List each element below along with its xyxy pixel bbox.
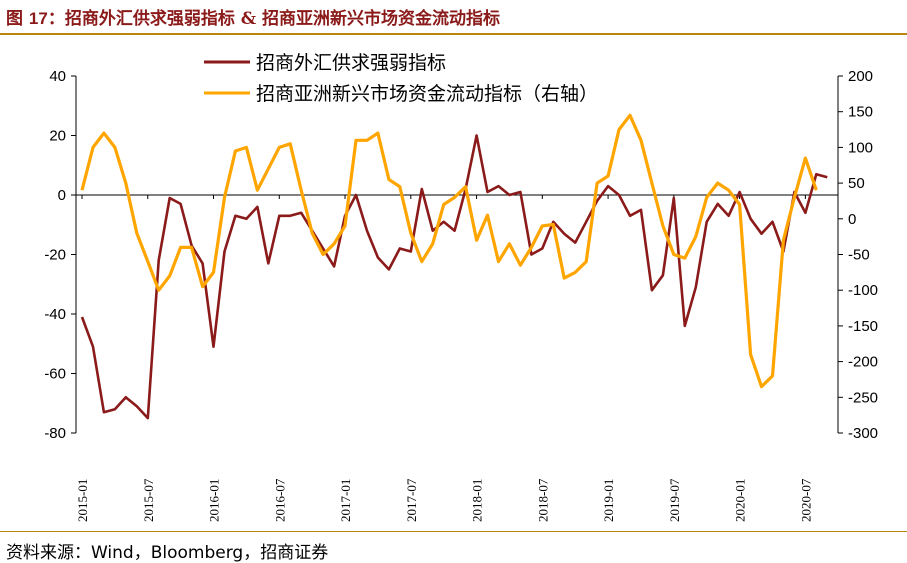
legend-label: 招商外汇供求强弱指标 — [256, 52, 446, 74]
x-tick-label: 2018-01 — [470, 479, 485, 522]
right-tick-label: -300 — [848, 425, 878, 442]
right-tick-label: -50 — [848, 247, 870, 264]
x-tick-label: 2016-01 — [207, 479, 222, 522]
title-prefix: 图 — [6, 9, 29, 29]
right-tick-label: -200 — [848, 354, 878, 371]
left-tick-label: 40 — [49, 68, 66, 85]
figure-title: 图 17：招商外汇供求强弱指标 & 招商亚洲新兴市场资金流动指标 — [6, 4, 500, 29]
x-tick-label: 2020-01 — [733, 479, 748, 522]
series-line-fx-supply-demand — [80, 134, 828, 420]
right-tick-label: 0 — [848, 211, 856, 228]
x-tick-label: 2019-07 — [667, 478, 682, 522]
left-tick-label: 0 — [58, 187, 66, 204]
x-tick-label: 2015-07 — [141, 478, 156, 522]
x-tick-label: 2017-01 — [338, 479, 353, 522]
legend-label: 招商亚洲新兴市场资金流动指标（右轴） — [256, 83, 598, 105]
left-tick-label: -80 — [44, 425, 66, 442]
right-tick-label: 100 — [848, 139, 873, 156]
right-tick-label: -250 — [848, 389, 878, 406]
footer-rule — [0, 531, 907, 532]
source-note: 资料来源：Wind，Bloomberg，招商证券 — [6, 543, 329, 563]
title-rule — [0, 33, 907, 35]
chart-series — [80, 113, 828, 420]
x-tick-label: 2020-07 — [798, 478, 813, 522]
right-tick-label: 50 — [848, 175, 865, 192]
title-text: ：招商外汇供求强弱指标 & 招商亚洲新兴市场资金流动指标 — [47, 9, 501, 29]
x-tick-label: 2018-07 — [535, 478, 550, 522]
x-tick-label: 2016-07 — [272, 478, 287, 522]
x-tick-label: 2017-07 — [404, 478, 419, 522]
right-tick-label: -150 — [848, 318, 878, 335]
line-chart: 40200-20-40-60-80200150100500-50-100-150… — [44, 52, 878, 522]
left-tick-label: -40 — [44, 306, 66, 323]
title-number: 17 — [28, 9, 48, 28]
left-tick-label: -20 — [44, 247, 66, 264]
chart-axes: 40200-20-40-60-80200150100500-50-100-150… — [44, 68, 878, 522]
x-tick-label: 2015-01 — [75, 479, 90, 522]
series-line-asia-em-flows — [80, 113, 818, 389]
right-tick-label: 200 — [848, 68, 873, 85]
left-tick-label: 20 — [49, 128, 66, 145]
right-tick-label: 150 — [848, 104, 873, 121]
right-tick-label: -100 — [848, 282, 878, 299]
left-tick-label: -60 — [44, 366, 66, 383]
x-tick-label: 2019-01 — [601, 479, 616, 522]
